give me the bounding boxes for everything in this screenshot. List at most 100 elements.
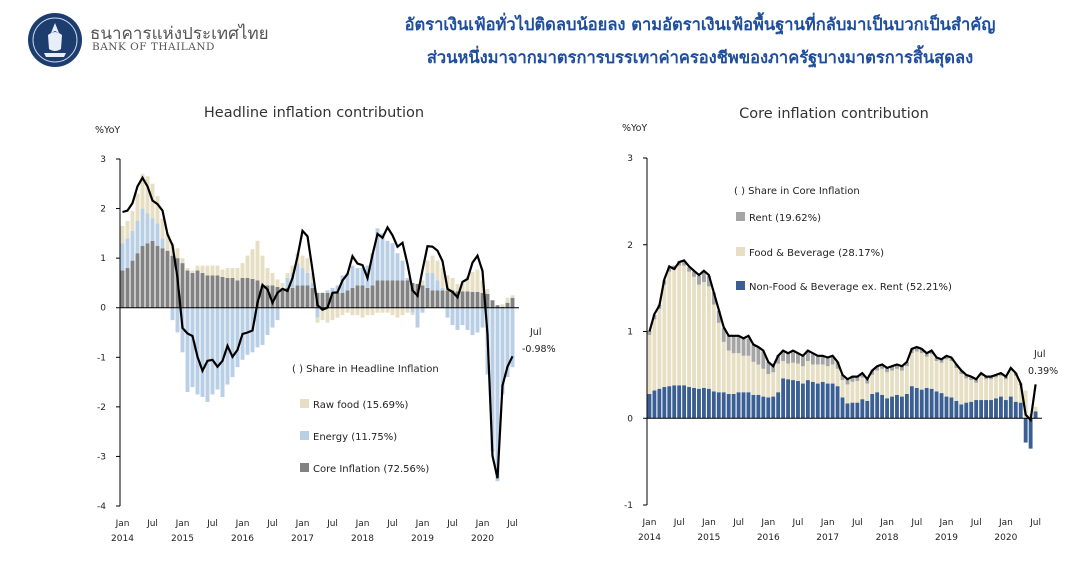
energy-bar [220, 307, 225, 397]
left-ytick-label: 2 [100, 205, 106, 215]
left-xtick-month: Jan [175, 519, 190, 529]
food-beverage-bar [880, 368, 885, 395]
core-inflation-bar [210, 275, 215, 308]
nonfood-bar [840, 397, 845, 419]
right-chart-title: Core inflation contribution [739, 106, 929, 122]
legend-label-nonfood: Non-Food & Beverage ex. Rent (52.21%) [749, 282, 952, 293]
raw-food-bar [135, 193, 140, 221]
rent-bar [895, 364, 899, 369]
core-inflation-bar [155, 245, 160, 308]
food-beverage-bar [865, 383, 870, 401]
rent-bar [796, 353, 800, 364]
raw-food-bar [440, 268, 445, 288]
food-beverage-bar [1018, 385, 1023, 403]
right-xtick-month: Jul [792, 518, 804, 528]
energy-bar [440, 287, 445, 291]
energy-bar [400, 260, 405, 281]
core-inflation-bar [185, 270, 190, 308]
energy-bar [175, 307, 180, 333]
core-inflation-bar [505, 302, 510, 308]
food-beverage-bar [835, 368, 840, 387]
raw-food-bar [200, 265, 205, 274]
food-beverage-bar [934, 360, 939, 392]
food-beverage-bar [994, 377, 998, 399]
food-beverage-bar [761, 368, 766, 397]
food-beverage-bar [1023, 390, 1028, 419]
core-inflation-bar [300, 285, 305, 308]
nonfood-bar [994, 398, 998, 419]
core-inflation-bar [140, 245, 145, 308]
food-beverage-bar [652, 319, 657, 391]
nonfood-bar [850, 402, 855, 419]
raw-food-bar [195, 265, 200, 271]
food-beverage-bar [796, 363, 800, 381]
food-beverage-bar [890, 370, 894, 397]
food-beverage-bar [672, 269, 677, 386]
core-inflation-bar [410, 282, 415, 308]
energy-bar [140, 208, 145, 246]
core-inflation-bar [280, 287, 285, 308]
core-inflation-bar [350, 287, 355, 308]
left-xtick-month: Jul [506, 519, 518, 529]
rent-bar [924, 353, 929, 357]
nonfood-bar [974, 400, 979, 419]
energy-bar [200, 307, 205, 397]
energy-bar [435, 280, 440, 291]
rent-bar [791, 352, 795, 363]
bot-emblem-icon [29, 14, 81, 66]
energy-bar [190, 307, 195, 388]
rent-bar [776, 354, 781, 364]
rent-bar [989, 376, 993, 380]
right-xtick-year: 2020 [994, 533, 1017, 543]
rent-bar [899, 366, 904, 371]
rent-bar [959, 370, 964, 375]
food-beverage-bar [909, 353, 914, 387]
nonfood-bar [1033, 411, 1038, 419]
raw-food-bar [425, 260, 430, 274]
raw-food-bar [480, 280, 485, 293]
raw-food-bar [455, 283, 460, 292]
right-legend-title: ( ) Share in Core Inflation [734, 186, 860, 197]
food-beverage-bar [657, 308, 662, 389]
raw-food-bar [315, 317, 320, 323]
energy-bar [185, 307, 190, 392]
core-inflation-bar [190, 273, 195, 308]
nonfood-bar [1028, 418, 1033, 449]
left-xtick-month: Jul [386, 519, 398, 529]
rent-bar [711, 292, 716, 305]
energy-bar [420, 307, 425, 313]
raw-food-bar [240, 263, 245, 278]
rent-bar [781, 350, 786, 361]
core-inflation-bar [450, 290, 455, 308]
nonfood-bar [919, 389, 924, 419]
left-xtick-year: 2018 [351, 534, 374, 544]
food-beverage-bar [1003, 379, 1008, 401]
core-inflation-bar [340, 292, 345, 308]
energy-bar [325, 290, 330, 293]
raw-food-bar [435, 260, 440, 281]
food-beverage-bar [805, 360, 810, 381]
energy-bar [255, 307, 260, 348]
raw-food-bar [410, 312, 415, 316]
core-inflation-bar [490, 300, 495, 308]
nonfood-bar [1003, 400, 1008, 419]
raw-food-bar [270, 273, 275, 286]
food-beverage-bar [974, 382, 979, 401]
nonfood-bar [716, 392, 721, 419]
energy-bar [305, 273, 310, 286]
rent-bar [919, 348, 924, 354]
raw-food-bar [235, 268, 240, 281]
energy-bar [345, 273, 350, 291]
raw-food-bar [430, 255, 435, 274]
core-inflation-bar [125, 268, 130, 308]
rent-bar [875, 366, 880, 371]
core-inflation-bar [215, 275, 220, 308]
raw-food-bar [340, 307, 345, 316]
energy-bar [315, 307, 320, 318]
core-inflation-bar [235, 280, 240, 308]
energy-bar [465, 307, 470, 331]
right-y-unit-label: %YoY [622, 123, 647, 134]
raw-food-bar [335, 307, 340, 318]
food-beverage-bar [771, 372, 776, 397]
